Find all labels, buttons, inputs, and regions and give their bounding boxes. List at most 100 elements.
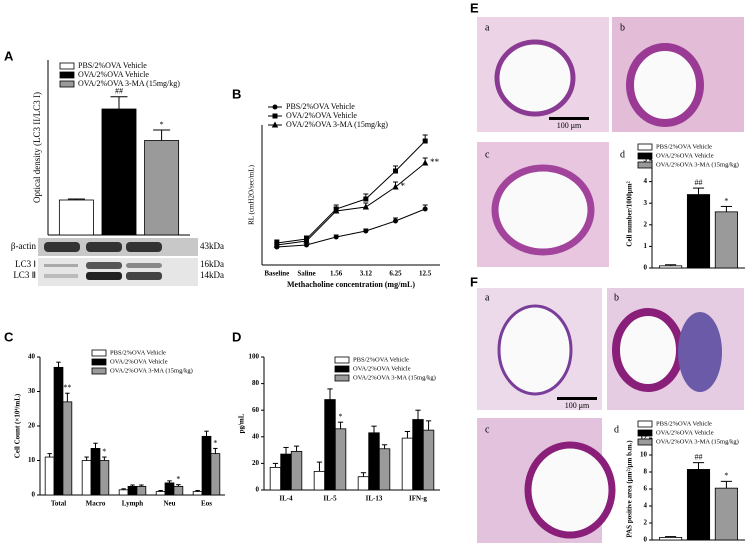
bar <box>101 108 137 236</box>
y-tick-label: 0 <box>644 264 648 272</box>
y-tick-label: 3 <box>644 199 648 207</box>
significance: * <box>339 412 343 421</box>
legend-label: PBS/2%OVA Vehicle <box>353 356 409 363</box>
bar <box>58 199 94 236</box>
y-tick-label: 0 <box>32 491 36 499</box>
blot-size: 14kDa <box>200 270 224 280</box>
significance: * <box>160 120 164 129</box>
y-tick-label: 30 <box>28 387 36 395</box>
point <box>332 207 340 214</box>
legend-label: OVA/2%OVA 3-MA (15mg/kg) <box>110 367 193 374</box>
sub-label: d <box>614 424 619 435</box>
point <box>393 218 398 224</box>
point <box>363 228 369 234</box>
panel-label: F <box>470 274 478 289</box>
bar <box>686 469 711 541</box>
chart: Cell number/1000μm² 0 1 2 3 4 5 ## * PBS/2%OVA Ve… <box>626 143 745 272</box>
point <box>272 104 278 110</box>
scale-bar <box>549 117 589 120</box>
chart: RL (cmH2O/sec/mL) Methacholine concentrat… <box>248 102 440 289</box>
bar <box>324 399 336 491</box>
y-tick-label: 20 <box>28 422 36 430</box>
blot-label: LC3 Ⅰ <box>15 259 36 269</box>
blot-label: LC3 Ⅱ <box>13 270 36 280</box>
legend-label: OVA/2%OVA 3-MA (15mg/kg) <box>353 374 436 381</box>
chart: Cell Count (×10⁴/mL) 0 10 20 30 40 Total Macro L… <box>14 349 225 508</box>
legend-label: OVA/2%OVA Vehicle <box>656 429 714 436</box>
bar <box>686 194 711 269</box>
blot-size: 16kDa <box>200 259 224 269</box>
point <box>421 159 429 166</box>
infiltrate <box>678 312 722 392</box>
bar <box>155 491 166 496</box>
line <box>276 162 426 246</box>
significance: ** <box>430 157 440 167</box>
histology-f: 100 μm a b c d <box>477 288 744 543</box>
y-tick-label: 12 <box>640 434 648 442</box>
legend-label: OVA/2%OVA Vehicle <box>110 358 168 365</box>
bar <box>401 437 414 491</box>
blot-band <box>126 272 162 280</box>
y-tick-label: 60 <box>252 406 260 414</box>
significance: * <box>724 471 728 480</box>
significance: ## <box>695 178 703 187</box>
blot-band <box>126 242 162 252</box>
significance: * <box>401 181 406 191</box>
bar <box>62 401 73 496</box>
x-tick-label: IL-13 <box>366 495 383 503</box>
y-tick-label: 0 <box>644 536 648 544</box>
y-tick-label: 10 <box>640 451 648 459</box>
legend-swatch <box>637 143 653 151</box>
y-tick-label: 10 <box>28 456 36 464</box>
x-tick-label: IL-5 <box>323 495 337 503</box>
point <box>303 237 310 244</box>
western-blot: β-actin LC3 Ⅰ LC3 Ⅱ 43kDa 16kDa 14kDa <box>11 238 224 286</box>
legend-label: PBS/2%OVA Vehicle <box>656 143 712 150</box>
sub-label: c <box>485 149 490 160</box>
x-tick-label: Lymph <box>122 500 144 508</box>
bar <box>422 429 435 491</box>
sub-label: b <box>620 22 625 33</box>
legend-label: OVA/2%OVA Vehicle <box>286 111 357 120</box>
significance: * <box>102 447 106 456</box>
y-tick-label: 4 <box>644 177 648 185</box>
point <box>333 234 339 240</box>
point <box>393 168 398 174</box>
blot-band <box>126 263 162 268</box>
y-tick-label: 8 <box>644 468 648 476</box>
sub-label: b <box>614 292 619 303</box>
histology-e: 100 μm a b c d <box>477 17 744 267</box>
legend-swatch <box>59 80 75 88</box>
panel-label: A <box>4 48 14 63</box>
y-tick-label: 20 <box>252 459 260 467</box>
bar <box>81 460 92 496</box>
point <box>422 138 428 144</box>
bar <box>99 460 110 496</box>
legend-swatch <box>91 367 107 375</box>
blot-band <box>44 274 78 278</box>
x-tick-label: Neu <box>163 500 175 508</box>
y-tick-label: 80 <box>252 379 260 387</box>
significance: ** <box>63 383 71 392</box>
blot-size: 43kDa <box>200 241 224 251</box>
line <box>276 140 426 244</box>
bar <box>378 448 391 491</box>
bar <box>90 448 101 496</box>
legend-label: OVA/2%OVA Vehicle <box>656 152 714 159</box>
x-tick-label: 6.25 <box>389 270 402 278</box>
bar <box>290 451 303 491</box>
y-tick-label: 4 <box>644 502 648 510</box>
x-tick-label: 3.12 <box>360 270 373 278</box>
airway <box>497 304 573 396</box>
point <box>304 242 309 248</box>
legend-swatch <box>637 152 653 160</box>
sub-label: c <box>485 424 490 435</box>
bar <box>127 485 138 496</box>
y-tick-label: 6 <box>644 485 648 493</box>
y-axis-label: Cell Count (×10⁴/mL) <box>14 393 22 458</box>
x-tick-label: 1.56 <box>330 270 343 278</box>
airway <box>524 441 616 539</box>
legend-label: PBS/2%OVA Vehicle <box>656 420 712 427</box>
legend-swatch <box>334 365 350 373</box>
